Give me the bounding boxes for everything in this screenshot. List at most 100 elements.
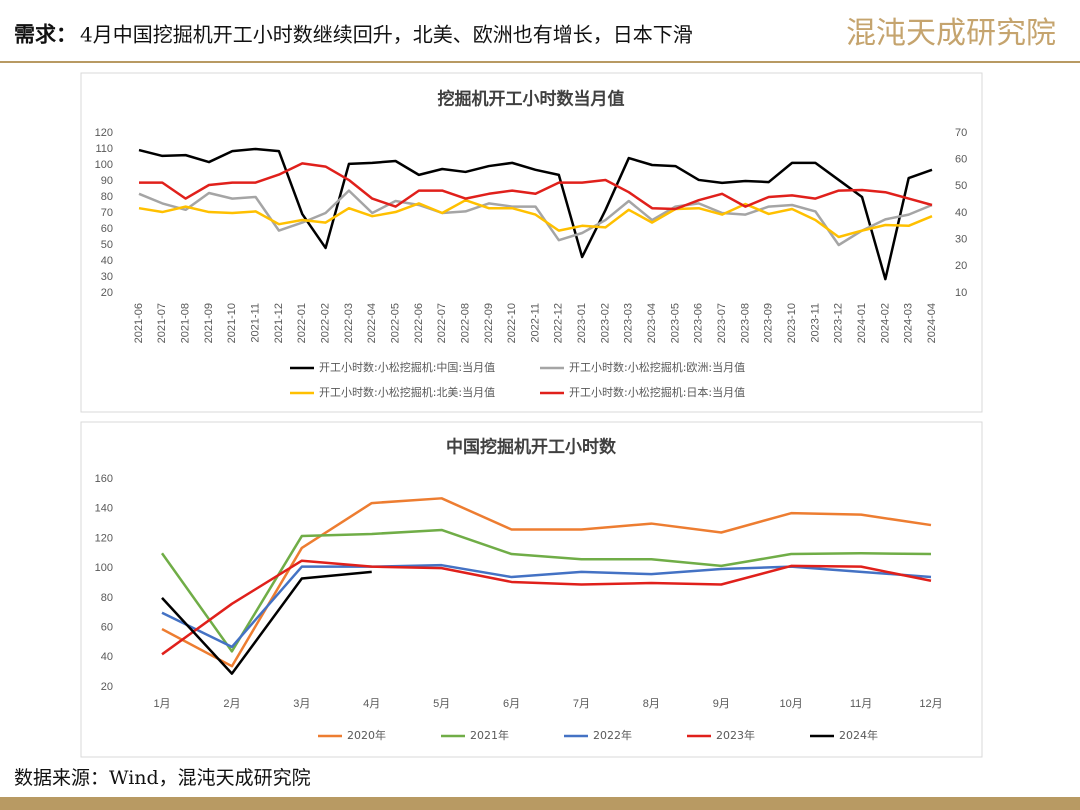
x-tick-label: 2022-03 [343,303,355,343]
x-tick-label: 2023-07 [716,303,728,343]
y-tick-label: 100 [95,562,113,574]
y-tick-label: 140 [95,503,113,515]
legend-label: 2023年 [716,728,755,742]
y-tick-label: 80 [101,191,113,203]
chart-frame [80,72,983,413]
y-tick-label: 40 [101,255,113,267]
x-tick-label: 2023-10 [786,303,798,343]
x-tick-label: 11月 [850,698,872,710]
y2-tick-label: 10 [955,287,967,299]
y2-tick-label: 30 [955,234,967,246]
series-line [160,528,932,653]
footer-bar [0,797,1080,810]
x-tick-label: 2023-05 [669,303,681,343]
y-tick-label: 90 [101,175,113,187]
x-tick-label: 2023-09 [763,303,775,343]
y-tick-label: 70 [101,207,113,219]
series-line [161,570,372,675]
x-tick-label: 2022-12 [553,303,565,343]
x-tick-label: 9月 [713,698,730,710]
x-tick-label: 2023-12 [833,303,845,343]
x-tick-label: 8月 [643,698,660,710]
x-tick-label: 2022-02 [319,303,331,343]
series-line [139,162,933,211]
y-tick-label: 20 [101,681,113,693]
x-tick-label: 2023-03 [623,303,635,343]
y-tick-label: 60 [101,621,113,633]
x-tick-label: 3月 [293,698,310,710]
y2-tick-label: 50 [955,180,967,192]
header-lead: 需求： [14,22,77,47]
x-tick-label: 6月 [503,698,520,710]
legend-label: 开工小时数:小松挖掘机:欧洲:当月值 [569,360,745,374]
series-line [138,147,933,281]
x-tick-label: 2月 [223,698,240,710]
x-tick-label: 10月 [780,698,803,710]
chart-title: 中国挖掘机开工小时数 [446,437,617,458]
x-tick-label: 2021-09 [203,303,215,343]
x-tick-label: 2024-04 [926,303,938,343]
x-tick-label: 1月 [153,698,170,710]
x-tick-label: 12月 [919,698,942,710]
x-tick-label: 2023-06 [693,303,705,343]
legend-label: 2021年 [470,728,509,742]
legend-label: 2022年 [593,728,632,742]
x-tick-label: 2021-07 [156,303,168,343]
legend-label: 开工小时数:小松挖掘机:日本:当月值 [569,385,745,399]
x-tick-label: 2022-06 [413,303,425,343]
x-tick-label: 2022-07 [436,303,448,343]
x-tick-label: 2023-04 [646,303,658,343]
x-tick-label: 2023-08 [739,303,751,343]
legend-label: 2024年 [839,728,878,742]
x-tick-label: 2021-12 [273,303,285,343]
y-tick-label: 160 [95,473,113,485]
series-line [138,198,933,239]
logo: 混沌天成研究院 [846,16,1056,51]
y-tick-label: 40 [101,651,113,663]
y-tick-label: 60 [101,223,113,235]
x-tick-label: 7月 [573,698,590,710]
x-tick-label: 2021-10 [226,303,238,343]
y2-tick-label: 60 [955,154,967,166]
chart-title: 挖掘机开工小时数当月值 [438,89,625,110]
x-tick-label: 2023-11 [809,303,821,343]
x-tick-label: 2023-02 [599,303,611,343]
x-tick-label: 2022-11 [529,303,541,343]
y-tick-label: 100 [95,159,113,171]
x-tick-label: 2022-05 [389,303,401,343]
y-tick-label: 120 [95,532,113,544]
y2-tick-label: 70 [955,127,967,139]
y-tick-label: 30 [101,271,113,283]
y2-tick-label: 20 [955,260,967,272]
chart-frame [80,421,983,758]
legend-label: 2020年 [347,728,386,742]
x-tick-label: 2022-04 [366,303,378,343]
x-tick-label: 2024-02 [879,303,891,343]
legend-label: 开工小时数:小松挖掘机:北美:当月值 [319,385,495,399]
y-tick-label: 120 [95,127,113,139]
x-tick-label: 2021-08 [180,303,192,343]
x-tick-label: 2024-01 [856,303,868,343]
x-tick-label: 2022-10 [506,303,518,343]
series-line [161,563,932,649]
x-tick-label: 4月 [363,698,380,710]
x-tick-label: 2023-01 [576,303,588,343]
x-tick-label: 2024-03 [903,303,915,343]
header-title: 4月中国挖掘机开工小时数继续回升，北美、欧洲也有增长，日本下滑 [80,23,693,47]
y-tick-label: 20 [101,287,113,299]
x-tick-label: 5月 [433,698,450,710]
y-tick-label: 50 [101,239,113,251]
y2-tick-label: 40 [955,207,967,219]
source-note: 数据来源：Wind，混沌天成研究院 [14,767,311,789]
x-tick-label: 2021-06 [133,303,145,343]
x-tick-label: 2022-01 [296,303,308,343]
header-rule [0,61,1080,63]
legend-label: 开工小时数:小松挖掘机:中国:当月值 [319,360,495,374]
y-tick-label: 110 [95,143,113,155]
x-tick-label: 2022-08 [459,303,471,343]
x-tick-label: 2021-11 [250,303,262,343]
y-tick-label: 80 [101,592,113,604]
series-line [161,559,932,656]
x-tick-label: 2022-09 [483,303,495,343]
